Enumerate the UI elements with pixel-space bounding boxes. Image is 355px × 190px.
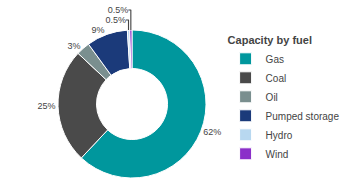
svg-text:9%: 9%	[91, 25, 104, 35]
svg-text:Capacity by fuel: Capacity by fuel	[228, 34, 312, 46]
svg-text:3%: 3%	[68, 41, 81, 51]
svg-text:0.5%: 0.5%	[108, 5, 129, 15]
svg-text:Wind: Wind	[266, 149, 289, 160]
svg-text:Pumped storage: Pumped storage	[266, 111, 340, 122]
svg-text:25%: 25%	[38, 101, 56, 111]
svg-text:Coal: Coal	[266, 73, 287, 84]
svg-text:0.5%: 0.5%	[105, 15, 126, 25]
svg-text:Hydro: Hydro	[266, 130, 293, 141]
svg-text:62%: 62%	[203, 127, 221, 137]
svg-text:Oil: Oil	[266, 92, 278, 103]
svg-text:Gas: Gas	[266, 54, 284, 65]
